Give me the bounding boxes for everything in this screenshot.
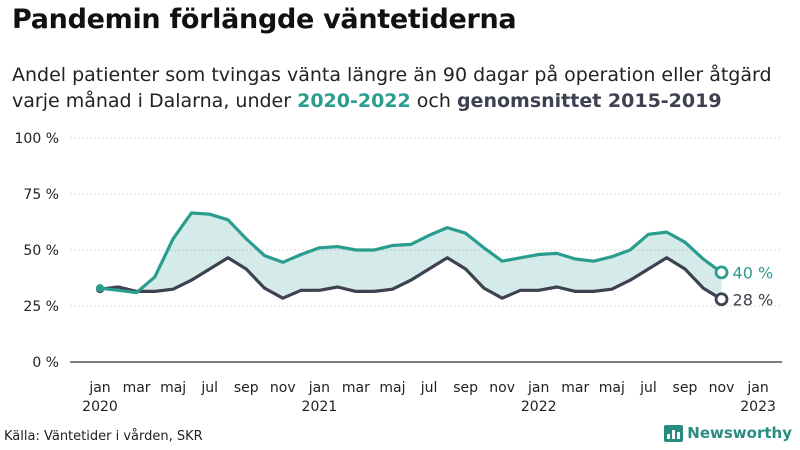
x-tick-label: sep xyxy=(453,380,478,396)
end-value-label: 40 % xyxy=(733,263,774,282)
end-point xyxy=(714,292,729,307)
x-tick-label: jan xyxy=(88,380,110,396)
chart-subtitle: Andel patienter som tvingas vänta längre… xyxy=(12,62,800,118)
series-line-2020-2022 xyxy=(98,211,724,295)
x-tick-label: mar xyxy=(561,380,589,396)
series-line-average xyxy=(98,256,724,301)
brand-logo: Newsworthy xyxy=(664,424,792,442)
subtitle-series-b: genomsnittet 2015-2019 xyxy=(456,90,722,112)
x-tick-label: jul xyxy=(200,380,218,396)
x-tick-label: jan xyxy=(527,380,549,396)
x-tick-year: 2020 xyxy=(82,399,118,415)
x-tick-label: nov xyxy=(489,380,515,396)
bar-chart-icon xyxy=(664,424,684,442)
x-tick-label: nov xyxy=(709,380,735,396)
y-tick-label: 50 % xyxy=(23,243,59,259)
y-tick-label: 25 % xyxy=(23,299,59,315)
brand-name: Newsworthy xyxy=(687,424,792,442)
subtitle-connector: och xyxy=(410,90,457,112)
x-tick-label: jul xyxy=(420,380,438,396)
x-tick-label: maj xyxy=(160,380,186,396)
subtitle-line-2: varje månad i Dalarna, under 2020-2022 o… xyxy=(12,88,800,114)
difference-area xyxy=(100,213,722,300)
x-tick-label: mar xyxy=(123,380,151,396)
x-tick-year: 2023 xyxy=(740,399,776,415)
subtitle-text: varje månad i Dalarna, under xyxy=(12,90,298,112)
start-point xyxy=(96,284,104,293)
x-tick-year: 2022 xyxy=(521,399,557,415)
y-tick-label: 100 % xyxy=(15,131,59,147)
end-point xyxy=(714,265,729,280)
x-tick-year: 2021 xyxy=(302,399,338,415)
y-tick-label: 75 % xyxy=(23,187,59,203)
x-tick-label: jul xyxy=(639,380,657,396)
x-tick-label: maj xyxy=(379,380,405,396)
end-value-label: 28 % xyxy=(733,290,774,309)
source-note: Källa: Väntetider i vården, SKR xyxy=(4,429,203,444)
x-tick-label: jan xyxy=(308,380,330,396)
x-tick-label: sep xyxy=(673,380,698,396)
chart-title: Pandemin förlängde väntetiderna xyxy=(12,4,517,35)
x-tick-label: sep xyxy=(234,380,259,396)
y-tick-label: 0 % xyxy=(32,355,59,371)
x-tick-label: nov xyxy=(270,380,296,396)
x-tick-label: maj xyxy=(599,380,625,396)
subtitle-line-1: Andel patienter som tvingas vänta längre… xyxy=(12,64,772,86)
x-tick-label: mar xyxy=(342,380,370,396)
subtitle-series-a: 2020-2022 xyxy=(297,90,411,112)
x-tick-label: jan xyxy=(746,380,768,396)
